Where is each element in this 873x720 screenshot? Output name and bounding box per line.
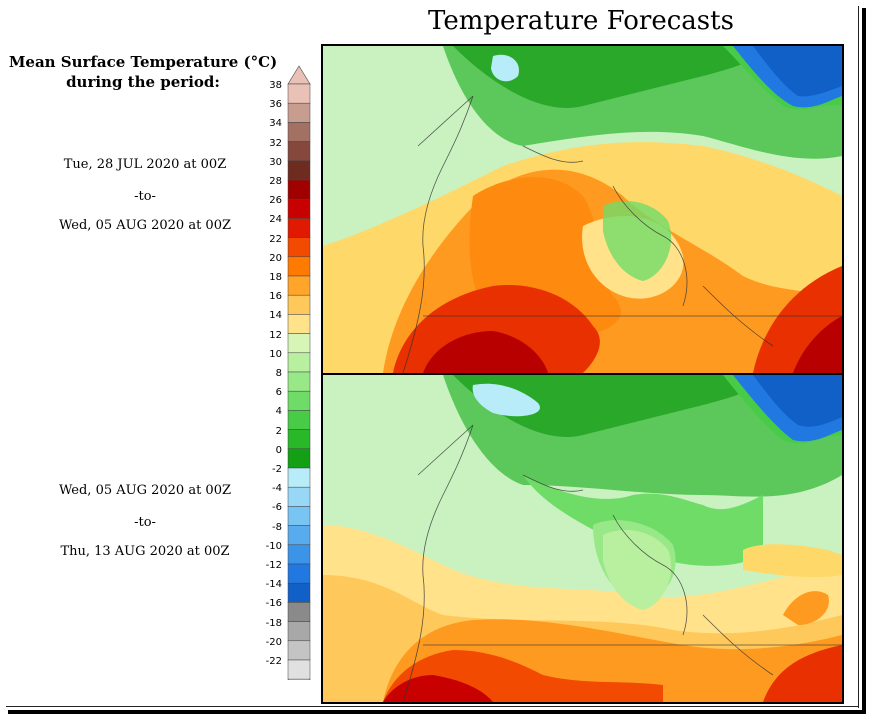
map-period1-graphic <box>323 46 842 373</box>
colorbar-segment <box>287 275 311 296</box>
colorbar-tick-label: 32 <box>269 137 282 149</box>
colorbar-tick-label: 28 <box>269 176 282 187</box>
colorbar-segment <box>287 506 311 526</box>
colorbar-tick-label: -20 <box>265 636 282 648</box>
colorbar-tick-label: -4 <box>272 483 282 495</box>
colorbar-tick-label: 20 <box>269 252 282 264</box>
colorbar-tick-label: 10 <box>269 348 282 360</box>
colorbar-tick-label: 22 <box>269 233 282 245</box>
colorbar-segment <box>287 102 311 123</box>
colorbar-tick-label: 12 <box>269 329 282 341</box>
forecast-map-period1 <box>321 44 844 375</box>
colorbar-tick-label: -22 <box>265 656 282 667</box>
colorbar-tick-label: -14 <box>265 579 282 591</box>
period2-end: Thu, 13 AUG 2020 at 00Z <box>60 544 230 559</box>
colorbar-segment <box>287 467 311 488</box>
colorbar-segment <box>287 640 311 661</box>
colorbar-segment <box>287 160 311 181</box>
colorbar-tick-label: 34 <box>269 118 282 130</box>
frame-edge-right <box>858 6 859 708</box>
colorbar-segment <box>287 371 311 392</box>
colorbar-segment <box>287 602 311 622</box>
colorbar-tick-label: -6 <box>272 502 282 514</box>
page-title: Temperature Forecasts <box>428 6 734 36</box>
colorbar-tick-label: -8 <box>272 521 282 533</box>
colorbar-segment <box>287 333 311 354</box>
colorbar-tick-label: -10 <box>265 540 282 552</box>
period2-separator: -to- <box>134 515 156 530</box>
period1-end: Wed, 05 AUG 2020 at 00Z <box>58 218 231 233</box>
colorbar-graphic <box>287 65 311 680</box>
colorbar-tick-label: 14 <box>269 310 282 322</box>
colorbar-segment <box>287 525 311 546</box>
colorbar-max-arrow <box>287 65 311 85</box>
period1-start: Tue, 28 JUL 2020 at 00Z <box>63 157 227 172</box>
map-period2-graphic <box>323 375 842 702</box>
legend-title-line2: during the period: <box>66 73 220 91</box>
colorbar-tick-label: 6 <box>275 387 282 399</box>
colorbar-segment <box>287 198 311 219</box>
colorbar-tick-label: -12 <box>265 560 282 571</box>
legend-title-line1: Mean Surface Temperature (°C) <box>8 53 278 71</box>
colorbar-tick-label: 8 <box>275 368 282 379</box>
period1-separator: -to- <box>134 189 156 204</box>
colorbar-segment <box>287 237 311 258</box>
legend-title: Mean Surface Temperature (°C) during the… <box>8 52 278 92</box>
colorbar-tick-label: -18 <box>265 617 282 629</box>
colorbar-segment <box>287 83 311 104</box>
colorbar-segment <box>287 659 311 680</box>
colorbar-tick-label: 18 <box>269 272 282 283</box>
colorbar-segment <box>287 544 311 565</box>
colorbar-tick-label: 2 <box>275 425 282 437</box>
colorbar-tick-label: 36 <box>269 99 282 111</box>
colorbar-tick-label: -16 <box>265 598 282 610</box>
colorbar-segment <box>287 390 311 411</box>
colorbar-tick-label: 16 <box>269 291 282 303</box>
temperature-colorbar <box>280 60 320 680</box>
period2-start: Wed, 05 AUG 2020 at 00Z <box>58 483 231 498</box>
frame-edge-bottom <box>6 706 858 707</box>
colorbar-tick-label: 4 <box>275 406 282 418</box>
colorbar-segment <box>287 621 311 642</box>
colorbar-tick-label: 30 <box>269 156 282 168</box>
colorbar-segment <box>287 218 311 238</box>
colorbar-tick-label: 0 <box>275 444 282 456</box>
colorbar-segment <box>287 410 311 430</box>
colorbar-segment <box>287 294 311 315</box>
colorbar-segment <box>287 582 311 603</box>
colorbar-segment <box>287 429 311 450</box>
colorbar-segment <box>287 122 311 142</box>
frame-shadow-right <box>862 8 866 714</box>
colorbar-tick-label: 38 <box>269 80 282 91</box>
colorbar-segment <box>287 256 311 277</box>
colorbar-tick-label: 26 <box>269 195 282 207</box>
colorbar-segment <box>287 141 311 162</box>
forecast-map-period2 <box>321 373 844 704</box>
colorbar-segment <box>287 448 311 469</box>
colorbar-segment <box>287 563 311 584</box>
colorbar-min-arrow <box>287 678 311 680</box>
colorbar-tick-label: 24 <box>269 214 282 226</box>
colorbar-segment <box>287 352 311 373</box>
colorbar-segment <box>287 179 311 200</box>
frame-shadow-bottom <box>8 710 866 714</box>
colorbar-segment <box>287 486 311 507</box>
colorbar-segment <box>287 314 311 334</box>
colorbar-tick-label: -2 <box>272 464 282 475</box>
